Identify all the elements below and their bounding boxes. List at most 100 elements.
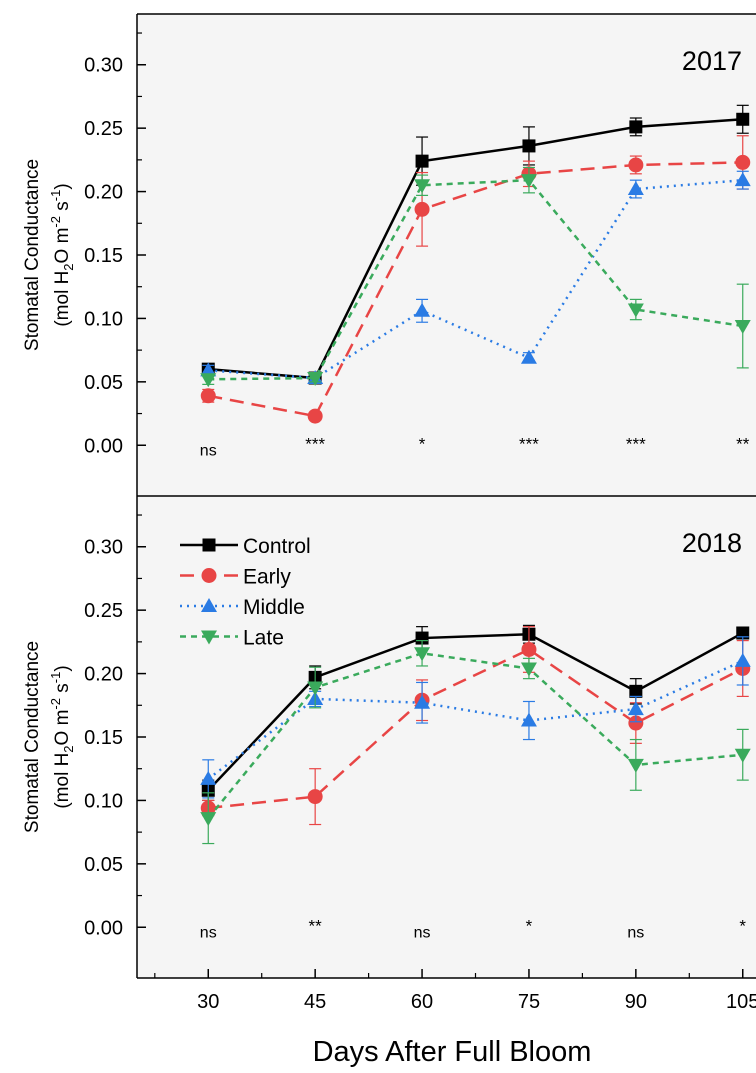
series-early xyxy=(200,135,751,424)
panel-title: 2017 xyxy=(682,46,742,76)
legend-marker xyxy=(201,598,217,612)
legend-marker xyxy=(201,568,217,583)
significance-label: * xyxy=(739,916,746,935)
data-point xyxy=(415,154,429,168)
data-point xyxy=(734,172,751,187)
data-point xyxy=(307,408,323,424)
data-point xyxy=(415,631,429,645)
series-line xyxy=(208,648,744,810)
data-point xyxy=(736,112,750,126)
series-late xyxy=(200,166,751,388)
data-point xyxy=(629,684,643,698)
legend-label: Middle xyxy=(243,596,305,619)
series-line xyxy=(207,652,743,819)
x-axis: 30 45 60 75 90 105 xyxy=(154,969,756,1013)
data-point xyxy=(629,120,643,134)
data-point xyxy=(200,388,216,404)
y-tick-label: 0.25 xyxy=(84,600,123,622)
data-point xyxy=(414,179,431,194)
y-tick-label: 0.00 xyxy=(84,435,123,457)
y-tick-label: 0.30 xyxy=(84,55,123,77)
x-tick-label: 75 xyxy=(518,991,540,1013)
legend-label: Control xyxy=(243,535,311,558)
significance-label: ns xyxy=(200,442,217,459)
y-tick-label: 0.05 xyxy=(84,372,123,394)
significance-label: ns xyxy=(414,924,431,941)
legend-item-middle: Middle xyxy=(180,596,305,619)
y-tick-label: 0.00 xyxy=(84,917,123,939)
series-line xyxy=(208,161,743,418)
legend-label: Late xyxy=(243,627,284,650)
data-point xyxy=(735,154,751,170)
data-point xyxy=(734,748,751,763)
legend-marker xyxy=(202,538,216,552)
y-tick-label: 0.25 xyxy=(84,118,123,140)
legend: Control Early Middle Late xyxy=(180,535,311,650)
panel-title: 2018 xyxy=(682,528,742,558)
y-axis-label: Stomatal Conductance xyxy=(22,641,43,833)
data-point xyxy=(200,362,217,377)
significance-label: ** xyxy=(736,434,750,453)
legend-item-late: Late xyxy=(180,627,284,650)
significance-labels: ns ** ns * ns * xyxy=(200,916,747,941)
y-tick-label: 0.15 xyxy=(84,245,123,267)
data-point xyxy=(414,302,431,317)
y-tick-label: 0.10 xyxy=(84,308,123,330)
x-tick-label: 105 xyxy=(726,991,756,1013)
y-tick-label: 0.05 xyxy=(84,854,123,876)
significance-label: ns xyxy=(200,924,217,941)
series-line xyxy=(208,118,743,380)
data-point xyxy=(307,372,324,387)
data-point xyxy=(520,712,537,727)
x-axis-label: Days After Full Bloom xyxy=(313,1036,592,1068)
y-axis: 0.00 0.05 0.10 0.15 0.20 0.25 0.30 xyxy=(84,514,146,939)
data-point xyxy=(414,694,431,709)
y-tick-label: 0.10 xyxy=(84,790,123,812)
data-point xyxy=(628,157,644,173)
legend-marker xyxy=(201,630,217,645)
data-point xyxy=(627,701,644,716)
panel-2018: 0.00 0.05 0.10 0.15 0.20 0.25 0.30 Stomatal Con… xyxy=(22,514,751,941)
data-point xyxy=(307,681,324,696)
series-late xyxy=(200,639,751,845)
data-point xyxy=(522,139,536,153)
y-tick-label: 0.30 xyxy=(84,537,123,559)
data-point xyxy=(520,174,537,189)
data-point xyxy=(520,349,537,364)
series-middle xyxy=(200,636,751,799)
significance-label: *** xyxy=(519,434,539,453)
data-point xyxy=(200,373,217,388)
data-point xyxy=(628,715,644,731)
x-tick-label: 60 xyxy=(411,991,433,1013)
series-line xyxy=(207,631,744,792)
x-tick-label: 30 xyxy=(197,991,219,1013)
data-point xyxy=(734,320,751,335)
legend-label: Early xyxy=(243,566,291,589)
y-tick-label: 0.20 xyxy=(84,664,123,686)
data-point xyxy=(414,201,430,217)
data-point xyxy=(520,662,537,677)
data-point xyxy=(734,652,751,667)
series-line xyxy=(208,178,743,381)
data-point xyxy=(200,770,217,785)
significance-label: * xyxy=(526,916,533,935)
y-axis-unit-label: (mol H2O m-2 s-1) xyxy=(48,665,76,808)
series-line xyxy=(207,659,744,780)
y-axis-unit-label: (mol H2O m-2 s-1) xyxy=(48,183,76,326)
significance-label: ** xyxy=(309,916,323,935)
data-point xyxy=(627,181,644,196)
y-axis-label: Stomatal Conductance xyxy=(22,159,43,351)
y-tick-label: 0.20 xyxy=(84,182,123,204)
series-line xyxy=(208,178,743,380)
panel-2017: 0.00 0.05 0.10 0.15 0.20 0.25 0.30 Stomatal Con… xyxy=(22,32,751,459)
x-tick-label: 90 xyxy=(625,991,647,1013)
data-point xyxy=(414,647,431,662)
data-point xyxy=(200,812,217,827)
data-point xyxy=(521,641,537,657)
significance-labels: ns *** * *** *** ** xyxy=(200,434,750,459)
legend-item-early: Early xyxy=(180,566,291,589)
significance-label: * xyxy=(419,434,426,453)
data-point xyxy=(627,758,644,773)
